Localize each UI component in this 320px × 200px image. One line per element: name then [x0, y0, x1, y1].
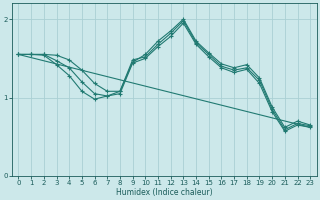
X-axis label: Humidex (Indice chaleur): Humidex (Indice chaleur): [116, 188, 213, 197]
